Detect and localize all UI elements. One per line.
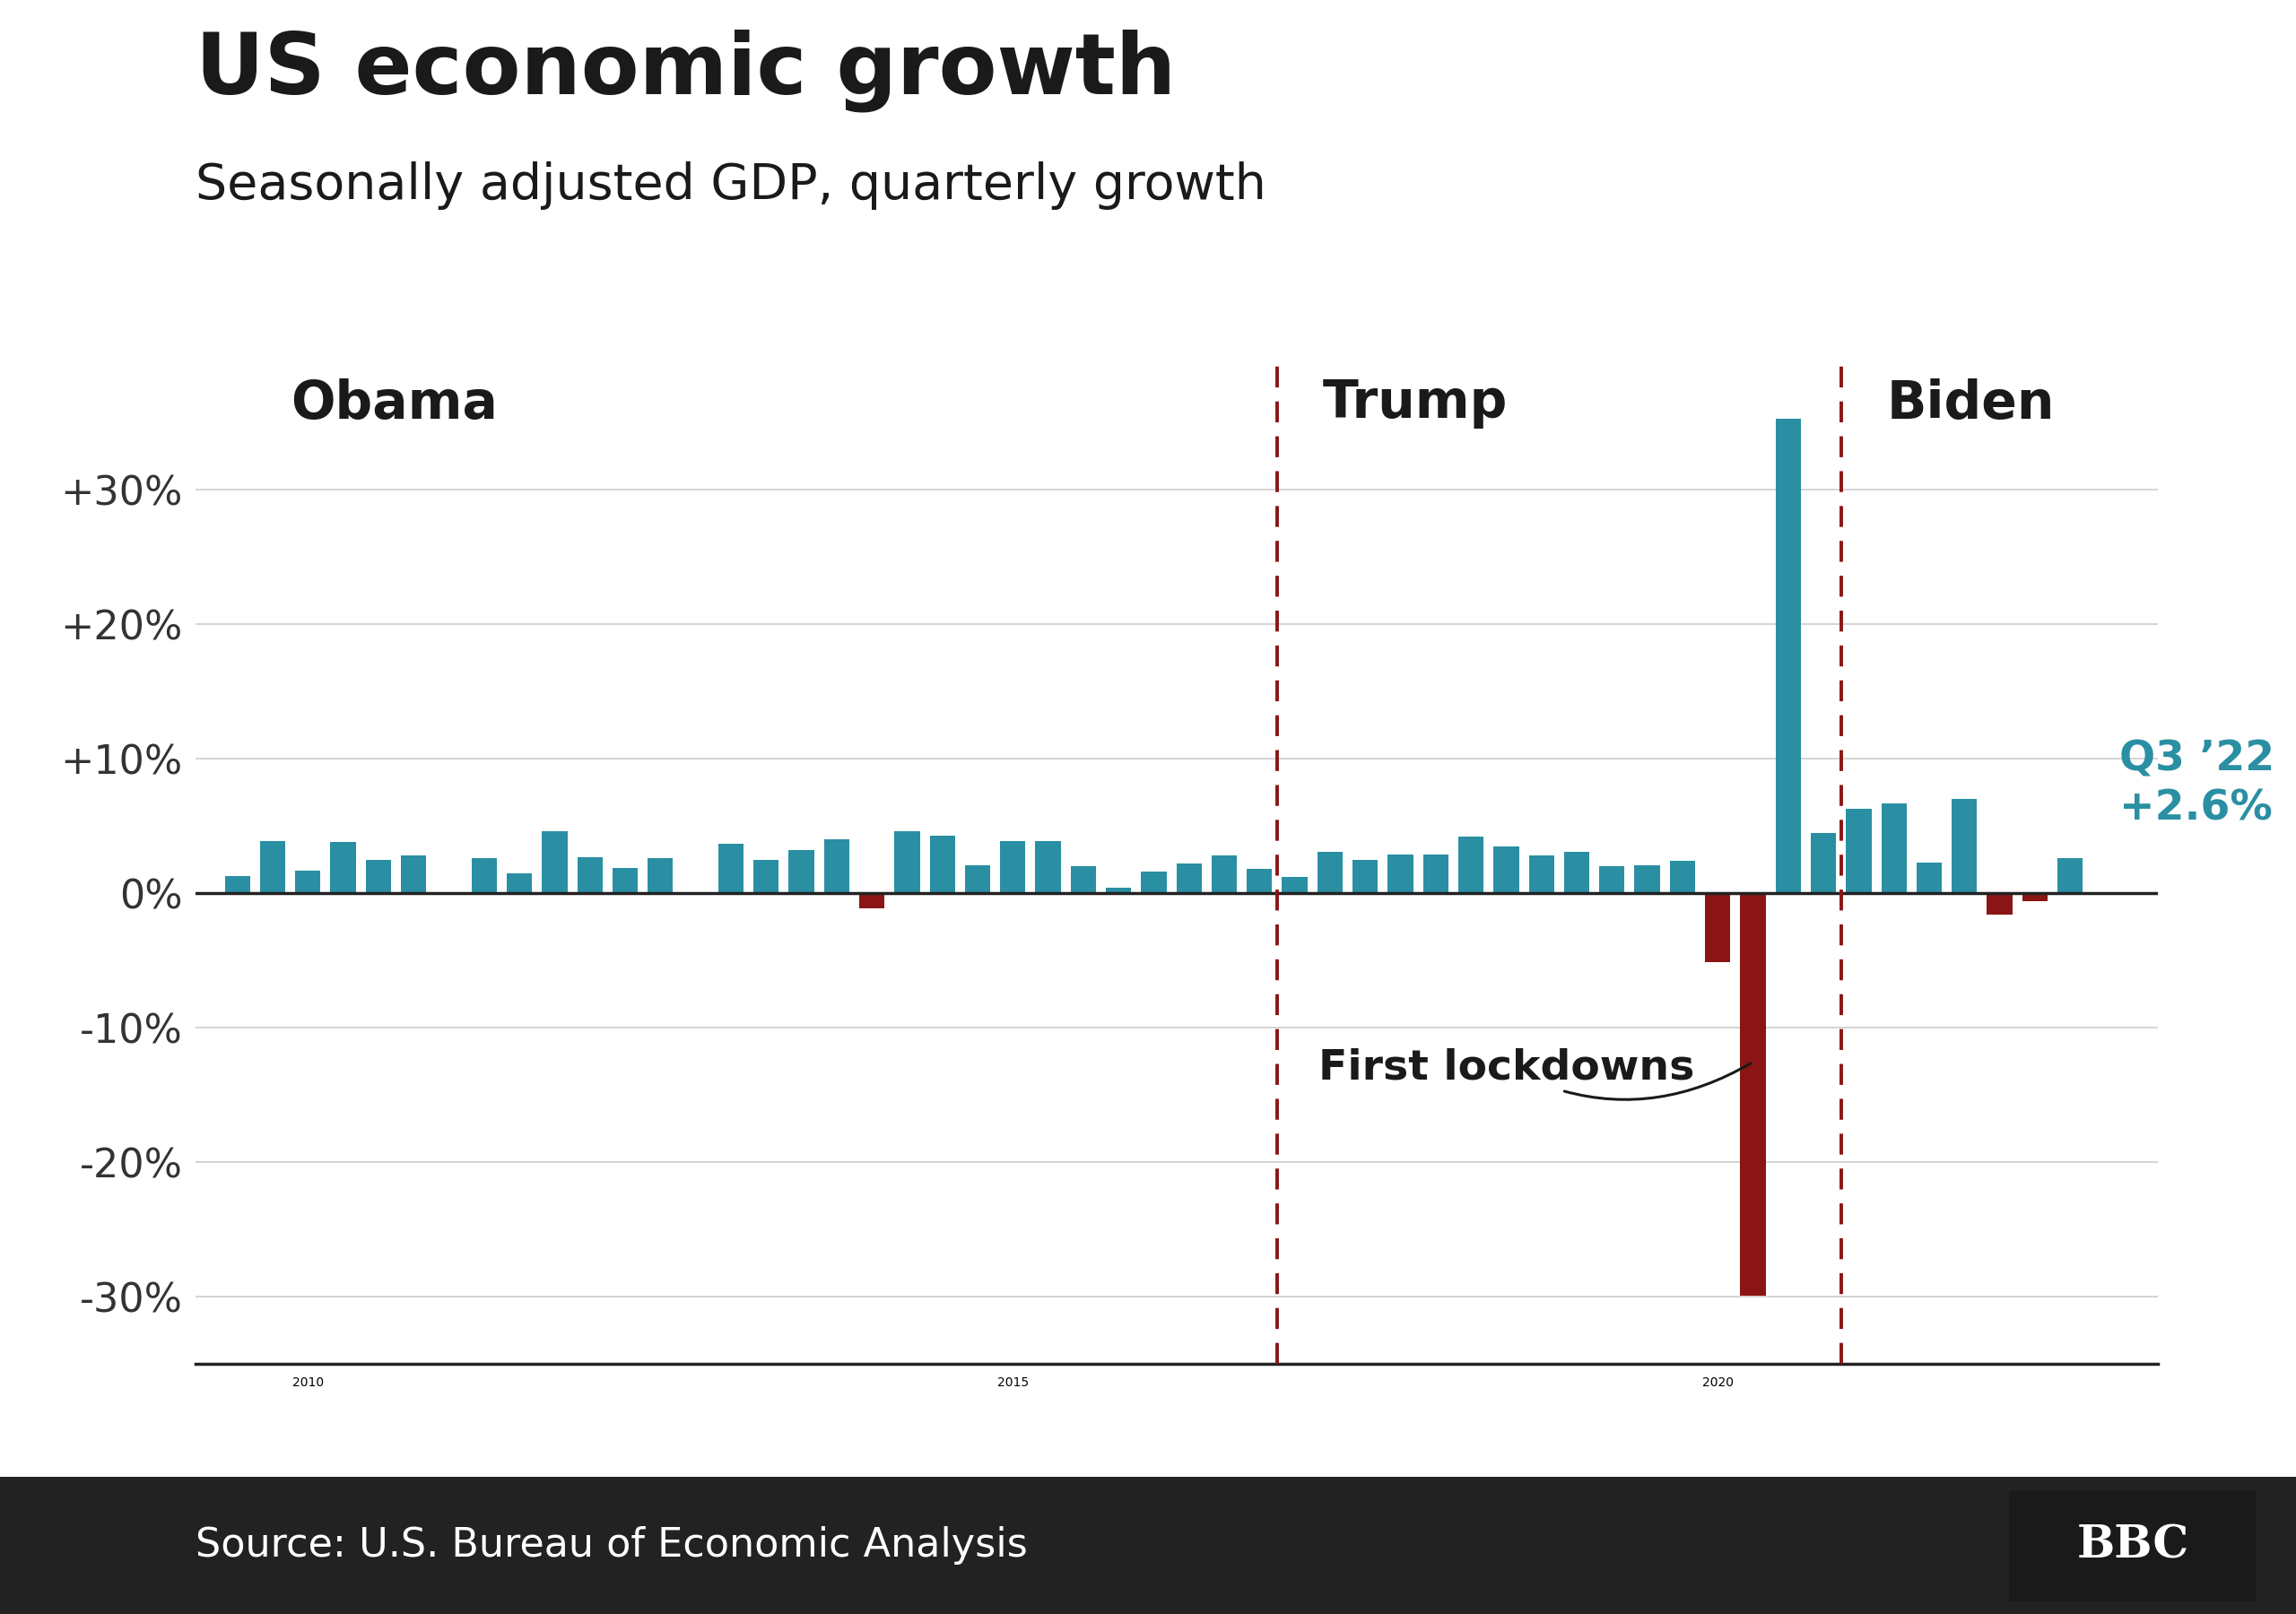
Bar: [647, 859, 673, 893]
Text: First lockdowns: First lockdowns: [1318, 1047, 1752, 1099]
Text: Obama: Obama: [289, 378, 498, 429]
Bar: [259, 841, 285, 893]
Bar: [1281, 876, 1306, 893]
Bar: [1492, 846, 1520, 893]
Bar: [1247, 868, 1272, 893]
Bar: [824, 839, 850, 893]
Bar: [1070, 867, 1095, 893]
Bar: [859, 893, 884, 907]
Bar: [788, 851, 815, 893]
Bar: [1775, 418, 1800, 893]
Bar: [1318, 852, 1343, 893]
Bar: [471, 859, 496, 893]
Bar: [402, 855, 427, 893]
Text: Seasonally adjusted GDP, quarterly growth: Seasonally adjusted GDP, quarterly growt…: [195, 161, 1265, 210]
Bar: [1600, 867, 1626, 893]
Bar: [1846, 809, 1871, 893]
Bar: [1176, 863, 1201, 893]
Text: US economic growth: US economic growth: [195, 29, 1176, 111]
Bar: [1387, 854, 1412, 893]
Bar: [895, 831, 921, 893]
Bar: [1352, 859, 1378, 893]
Bar: [1669, 860, 1694, 893]
Text: Q3 ’22
+2.6%: Q3 ’22 +2.6%: [2119, 739, 2275, 830]
Text: Source: U.S. Bureau of Economic Analysis: Source: U.S. Bureau of Economic Analysis: [195, 1527, 1026, 1564]
Bar: [1706, 893, 1731, 962]
Bar: [1141, 872, 1166, 893]
Bar: [1740, 893, 1766, 1294]
Bar: [719, 843, 744, 893]
Bar: [1635, 865, 1660, 893]
Bar: [613, 868, 638, 893]
Bar: [2057, 859, 2082, 893]
Bar: [225, 875, 250, 893]
Bar: [1812, 833, 1837, 893]
Text: Trump: Trump: [1322, 378, 1508, 429]
Bar: [1564, 852, 1589, 893]
Bar: [576, 857, 602, 893]
Bar: [296, 870, 321, 893]
Bar: [2023, 893, 2048, 901]
Bar: [1917, 862, 1942, 893]
Bar: [1424, 854, 1449, 893]
Bar: [1986, 893, 2011, 915]
Bar: [1035, 841, 1061, 893]
Bar: [1952, 799, 1977, 893]
Bar: [1001, 841, 1026, 893]
Bar: [1529, 855, 1554, 893]
Bar: [542, 831, 567, 893]
Bar: [930, 836, 955, 893]
Bar: [365, 859, 390, 893]
Bar: [507, 873, 533, 893]
Bar: [1107, 888, 1132, 893]
Bar: [753, 859, 778, 893]
Bar: [1458, 836, 1483, 893]
Text: Biden: Biden: [1887, 378, 2055, 429]
Bar: [1880, 804, 1906, 893]
Bar: [964, 865, 990, 893]
Bar: [1212, 855, 1238, 893]
Bar: [331, 843, 356, 893]
Text: BBC: BBC: [2078, 1524, 2188, 1569]
